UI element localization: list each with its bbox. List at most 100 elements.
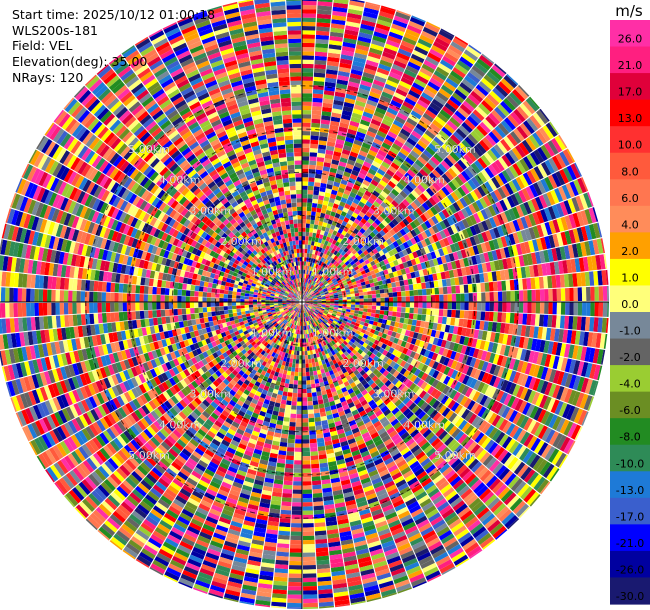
- ray-gate: [361, 76, 374, 84]
- ray-gate: [277, 539, 290, 545]
- ray-gate: [302, 244, 305, 249]
- ray-gate: [373, 31, 388, 40]
- ray-gate: [311, 241, 315, 246]
- ray-gate: [312, 101, 323, 107]
- ray-gate: [296, 418, 302, 423]
- ray-gate: [372, 298, 377, 302]
- ray-gate: [321, 239, 326, 245]
- ray-gate: [284, 412, 291, 418]
- ray-gate: [310, 379, 315, 385]
- ray-gate: [309, 152, 318, 157]
- ray-gate: [327, 56, 340, 63]
- ray-gate: [302, 556, 316, 562]
- ray-gate: [380, 297, 385, 302]
- ray-gate: [287, 590, 302, 595]
- ray-gate: [316, 207, 322, 213]
- ray-gate: [288, 586, 302, 591]
- ray-gate: [345, 185, 353, 192]
- ray-gate: [284, 383, 289, 388]
- ray-gate: [338, 66, 351, 73]
- ray-gate: [334, 95, 345, 102]
- ray-gate: [314, 220, 319, 226]
- ray-gate: [364, 157, 374, 165]
- ray-gate: [328, 197, 335, 204]
- ray-gate: [302, 443, 310, 448]
- ray-gate: [316, 229, 321, 235]
- ray-gate: [309, 275, 312, 280]
- ray-gate: [287, 594, 302, 599]
- ray-gate: [437, 279, 443, 288]
- ray-gate: [280, 509, 292, 515]
- ray-gate: [349, 0, 365, 3]
- ray-gate: [359, 298, 364, 302]
- ray-gate: [421, 30, 436, 41]
- ray-gate: [377, 15, 393, 24]
- ray-gate: [324, 153, 333, 160]
- ray-gate: [334, 298, 339, 301]
- ray-gate: [338, 161, 347, 168]
- ray-gate: [387, 283, 392, 289]
- ray-gate: [581, 287, 587, 301]
- ray-gate: [322, 200, 329, 206]
- ray-gate: [480, 311, 486, 321]
- ray-gate: [317, 373, 323, 379]
- ray-gate: [303, 330, 306, 335]
- ray-gate: [302, 535, 315, 541]
- ray-gate: [387, 35, 402, 44]
- ray-gate: [402, 72, 415, 82]
- ray-gate: [376, 103, 388, 111]
- ray-gate: [303, 265, 306, 270]
- ray-gate: [315, 246, 320, 252]
- ray-gate: [341, 46, 355, 53]
- ray-gate: [295, 363, 299, 368]
- ray-gate: [302, 295, 304, 300]
- ray-gate: [397, 84, 410, 94]
- ray-gate: [308, 409, 314, 414]
- ray-gate: [286, 451, 295, 456]
- ray-gate: [304, 282, 306, 287]
- ray-gate: [322, 106, 332, 113]
- ray-gate: [332, 155, 341, 161]
- ray-gate: [311, 387, 317, 393]
- ray-gate: [317, 152, 325, 158]
- ray-gate: [318, 191, 325, 197]
- ray-gate: [302, 414, 309, 419]
- ray-gate: [480, 282, 486, 292]
- ray-gate: [493, 302, 499, 312]
- ray-gate: [365, 1, 381, 7]
- ray-gate: [364, 63, 378, 72]
- ray-gate: [340, 118, 350, 125]
- ray-gate: [418, 295, 423, 302]
- ray-gate: [316, 157, 325, 163]
- ray-gate: [351, 299, 356, 302]
- ray-gate: [460, 302, 465, 310]
- ray-gate: [318, 377, 324, 383]
- ray-gate: [316, 391, 322, 397]
- ray-gate: [302, 21, 316, 27]
- ray-gate: [325, 77, 337, 84]
- ray-gate: [586, 302, 591, 316]
- ray-gate: [312, 271, 316, 277]
- ray-gate: [395, 316, 401, 323]
- ray-gate: [282, 425, 289, 431]
- ray-gate: [306, 270, 309, 275]
- ray-gate: [302, 9, 317, 14]
- ray-gate: [352, 60, 365, 68]
- ray-gate: [302, 295, 305, 300]
- ray-gate: [375, 23, 391, 32]
- ray-gate: [446, 278, 452, 287]
- ray-gate: [314, 59, 327, 65]
- ray-gate: [426, 288, 431, 295]
- ray-gate: [363, 7, 379, 15]
- ray-gate: [281, 497, 292, 503]
- ray-gate: [302, 236, 306, 241]
- ray-gate: [373, 317, 379, 323]
- ray-gate: [307, 270, 311, 275]
- ray-gate: [307, 283, 310, 288]
- ray-gate: [359, 27, 374, 36]
- ray-gate: [302, 38, 315, 44]
- ray-gate: [302, 206, 307, 211]
- ray-gate: [342, 106, 354, 113]
- ray-gate: [349, 173, 358, 181]
- ray-gate: [305, 261, 309, 266]
